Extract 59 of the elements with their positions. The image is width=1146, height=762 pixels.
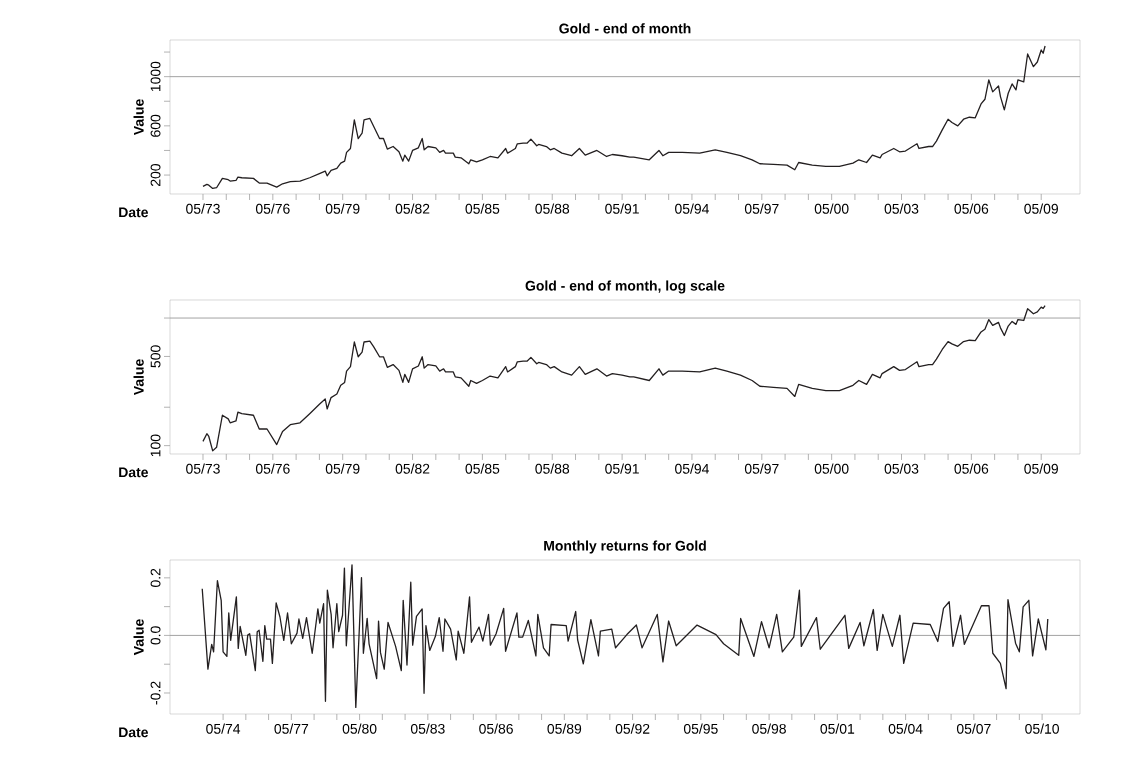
x-tick-label: 05/89: [547, 723, 582, 734]
x-tick-label: 05/06: [954, 463, 989, 474]
y-tick-label: 200: [150, 163, 161, 186]
x-tick-label: 05/97: [744, 463, 779, 474]
y-tick-label: 0.0: [150, 626, 161, 645]
x-tick-label: 05/09: [1024, 463, 1058, 474]
y-axis-title: Value: [133, 99, 144, 136]
x-tick-label: 05/82: [395, 203, 430, 214]
x-axis-title: Date: [119, 207, 148, 218]
y-tick-label: 100: [150, 434, 161, 457]
x-tick-label: 05/95: [683, 723, 718, 734]
x-tick-label: 05/82: [395, 463, 430, 474]
x-tick-label: 05/94: [675, 203, 709, 214]
line-series: [201, 564, 1049, 709]
x-tick-label: 05/07: [956, 723, 991, 734]
x-tick-label: 05/83: [410, 723, 445, 734]
x-tick-label: 05/09: [1024, 203, 1058, 214]
x-tick-label: 05/76: [255, 463, 290, 474]
y-tick-label: 600: [150, 114, 161, 137]
x-tick-label: 05/76: [255, 203, 290, 214]
x-tick-label: 05/91: [605, 203, 639, 214]
x-tick-label: 05/94: [675, 463, 709, 474]
x-tick-label: 05/92: [615, 723, 650, 734]
x-tick-label: 05/79: [325, 203, 360, 214]
x-tick-label: 05/74: [206, 723, 241, 734]
x-tick-label: 05/98: [752, 723, 786, 734]
x-axis-title: Date: [119, 467, 148, 478]
x-tick-label: 05/03: [884, 463, 919, 474]
x-tick-label: 05/77: [274, 723, 309, 734]
y-axis-title: Value: [133, 359, 144, 396]
x-tick-label: 05/88: [535, 203, 570, 214]
chart-title: Monthly returns for Gold: [544, 540, 706, 554]
x-tick-label: 05/73: [186, 463, 220, 474]
x-tick-label: 05/85: [465, 203, 500, 214]
y-axis-title: Value: [133, 619, 144, 656]
x-tick-label: 05/88: [535, 463, 570, 474]
x-tick-label: 05/80: [342, 723, 377, 734]
y-tick-label: 500: [150, 345, 161, 368]
x-tick-label: 05/00: [814, 203, 849, 214]
x-tick-label: 05/06: [954, 203, 989, 214]
x-tick-label: 05/73: [186, 203, 220, 214]
x-tick-label: 05/10: [1025, 723, 1059, 734]
y-tick-label: 1000: [150, 61, 161, 92]
x-tick-label: 05/00: [814, 463, 849, 474]
chart-title: Gold - end of month: [559, 23, 691, 34]
x-tick-label: 05/79: [325, 463, 360, 474]
x-tick-label: 05/97: [744, 203, 779, 214]
y-tick-label: -0.2: [150, 681, 161, 705]
x-axis-title: Date: [119, 727, 148, 738]
x-tick-label: 05/86: [479, 723, 513, 734]
x-tick-label: 05/85: [465, 463, 500, 474]
x-tick-label: 05/03: [884, 203, 919, 214]
y-tick-label: 0.2: [150, 568, 161, 587]
x-tick-label: 05/04: [888, 723, 923, 734]
line-series: [202, 305, 1046, 452]
x-tick-label: 05/91: [605, 463, 639, 474]
x-tick-label: 05/01: [820, 723, 855, 734]
chart-title: Gold - end of month, log scale: [525, 280, 725, 294]
line-series: [202, 45, 1046, 190]
